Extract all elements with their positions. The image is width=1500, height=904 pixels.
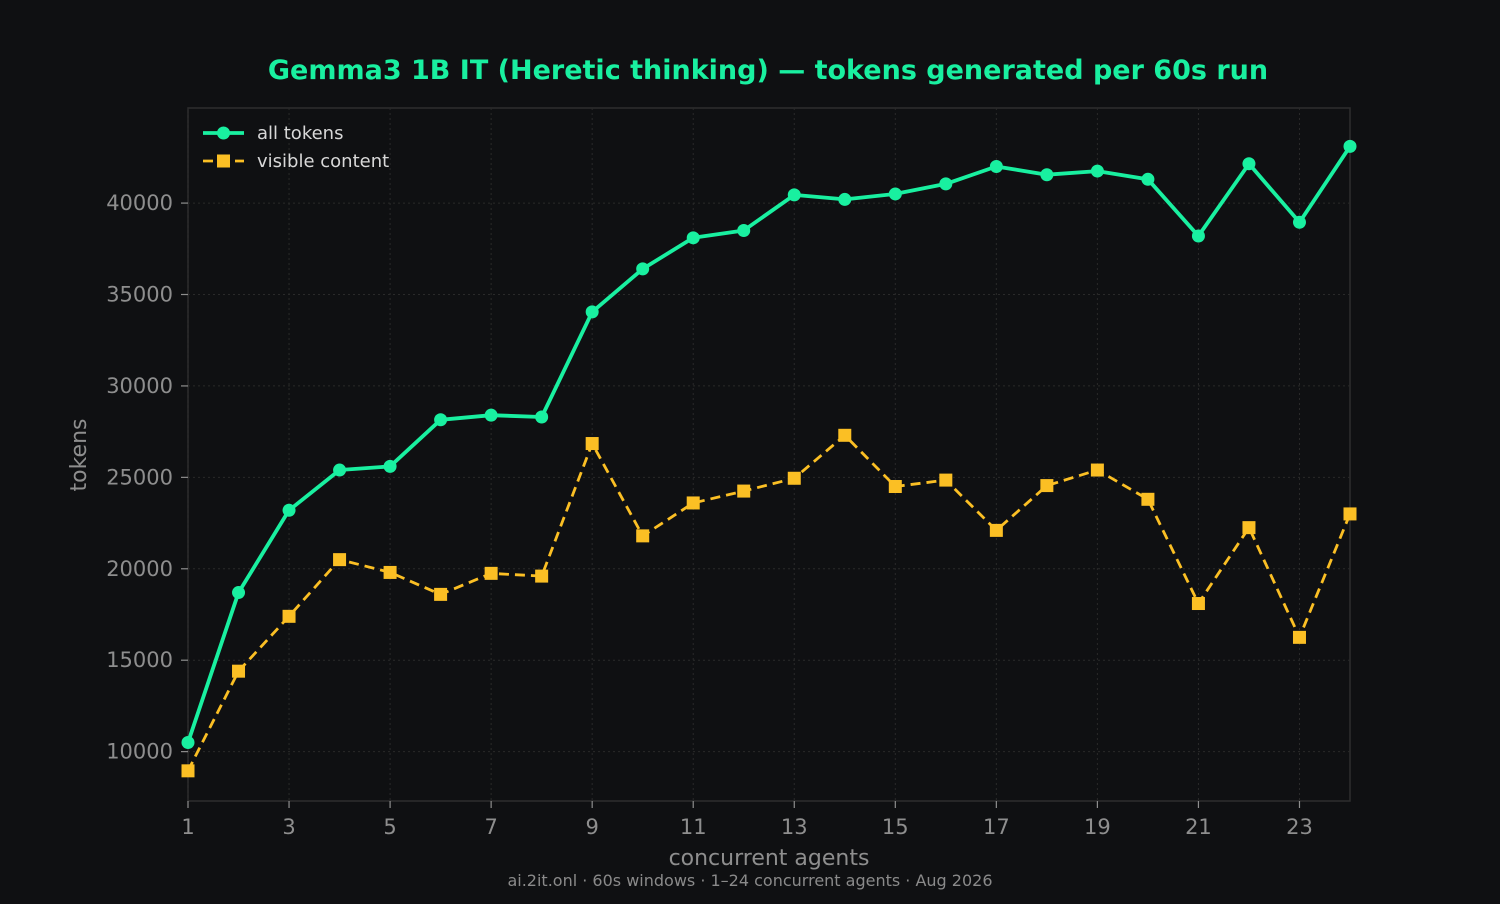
data-point-visible-content [383,565,397,579]
series-visible-content [181,428,1357,778]
data-point-all-tokens [181,735,195,749]
data-point-all-tokens [989,160,1003,174]
data-point-visible-content [1242,521,1256,535]
series-all-tokens [181,139,1357,749]
y-tick-label: 40000 [106,191,173,215]
data-point-all-tokens [232,586,246,600]
data-point-visible-content [1191,597,1205,611]
chart-footer: ai.2it.onl · 60s windows · 1–24 concurre… [507,871,992,890]
data-point-visible-content [939,473,953,487]
data-point-visible-content [484,566,498,580]
x-axis-label: concurrent agents [669,846,870,871]
data-point-all-tokens [1040,168,1054,182]
data-point-visible-content [585,437,599,451]
data-point-all-tokens [1343,139,1357,153]
data-point-all-tokens [282,503,296,517]
x-tick-label: 11 [680,815,707,839]
data-point-visible-content [838,428,852,442]
data-point-visible-content [888,479,902,493]
x-tick-label: 1 [181,815,194,839]
data-point-visible-content [181,764,195,778]
data-point-all-tokens [484,408,498,422]
data-point-all-tokens [1292,215,1306,229]
data-point-visible-content [636,529,650,543]
chart-title: Gemma3 1B IT (Heretic thinking) — tokens… [268,55,1268,86]
data-point-all-tokens [686,231,700,245]
x-tick-label: 3 [282,815,295,839]
legend: all tokens visible content [203,123,389,172]
data-point-visible-content [282,609,296,623]
x-tick-label: 7 [484,815,497,839]
legend-item-all-tokens: all tokens [203,123,343,144]
data-point-visible-content [787,471,801,485]
data-point-visible-content [1141,492,1155,506]
legend-label: all tokens [257,123,343,144]
data-point-all-tokens [383,459,397,473]
series-line-all-tokens [186,145,1352,744]
y-tick-label: 35000 [106,283,173,307]
series-line-visible-content [186,433,1352,772]
data-point-visible-content [535,569,549,583]
plot-area [187,107,1351,802]
data-point-all-tokens [1242,157,1256,171]
data-point-visible-content [232,664,246,678]
y-tick-label: 10000 [106,740,173,764]
data-point-all-tokens [1141,172,1155,186]
axes: 1 3 5 7 9 11 13 15 17 19 21 23100001500020000250003… [106,191,1313,839]
x-tick-label: 23 [1286,815,1313,839]
x-tick-label: 17 [983,815,1010,839]
y-tick-label: 25000 [106,465,173,489]
data-point-visible-content [1292,630,1306,644]
data-point-visible-content [989,523,1003,537]
data-point-all-tokens [1090,164,1104,178]
y-tick-label: 20000 [106,557,173,581]
series [181,139,1357,778]
legend-label: visible content [257,151,389,172]
x-tick-label: 19 [1084,815,1111,839]
data-point-all-tokens [888,187,902,201]
x-tick-label: 15 [882,815,909,839]
data-point-all-tokens [939,177,953,191]
legend-item-visible-content: visible content [203,151,389,172]
y-tick-label: 15000 [106,648,173,672]
legend-marker-circle [217,126,230,140]
legend-marker-square [217,154,230,168]
data-point-all-tokens [787,188,801,202]
data-point-visible-content [1090,463,1104,477]
x-tick-label: 21 [1185,815,1212,839]
data-point-all-tokens [838,192,852,206]
data-point-all-tokens [1191,229,1205,243]
data-point-visible-content [1040,479,1054,493]
y-tick-label: 30000 [106,374,173,398]
data-point-all-tokens [636,262,650,276]
data-point-visible-content [686,496,700,510]
data-point-visible-content [434,587,448,601]
data-point-all-tokens [434,413,448,427]
grid [187,108,1350,801]
data-point-all-tokens [585,305,599,319]
data-point-visible-content [737,484,751,498]
data-point-visible-content [333,553,347,567]
x-tick-label: 9 [585,815,598,839]
y-axis-label: tokens [67,419,92,492]
x-tick-label: 5 [383,815,396,839]
data-point-visible-content [1343,507,1357,521]
x-tick-label: 13 [781,815,808,839]
data-point-all-tokens [535,410,549,424]
data-point-all-tokens [333,463,347,477]
data-point-all-tokens [737,224,751,238]
